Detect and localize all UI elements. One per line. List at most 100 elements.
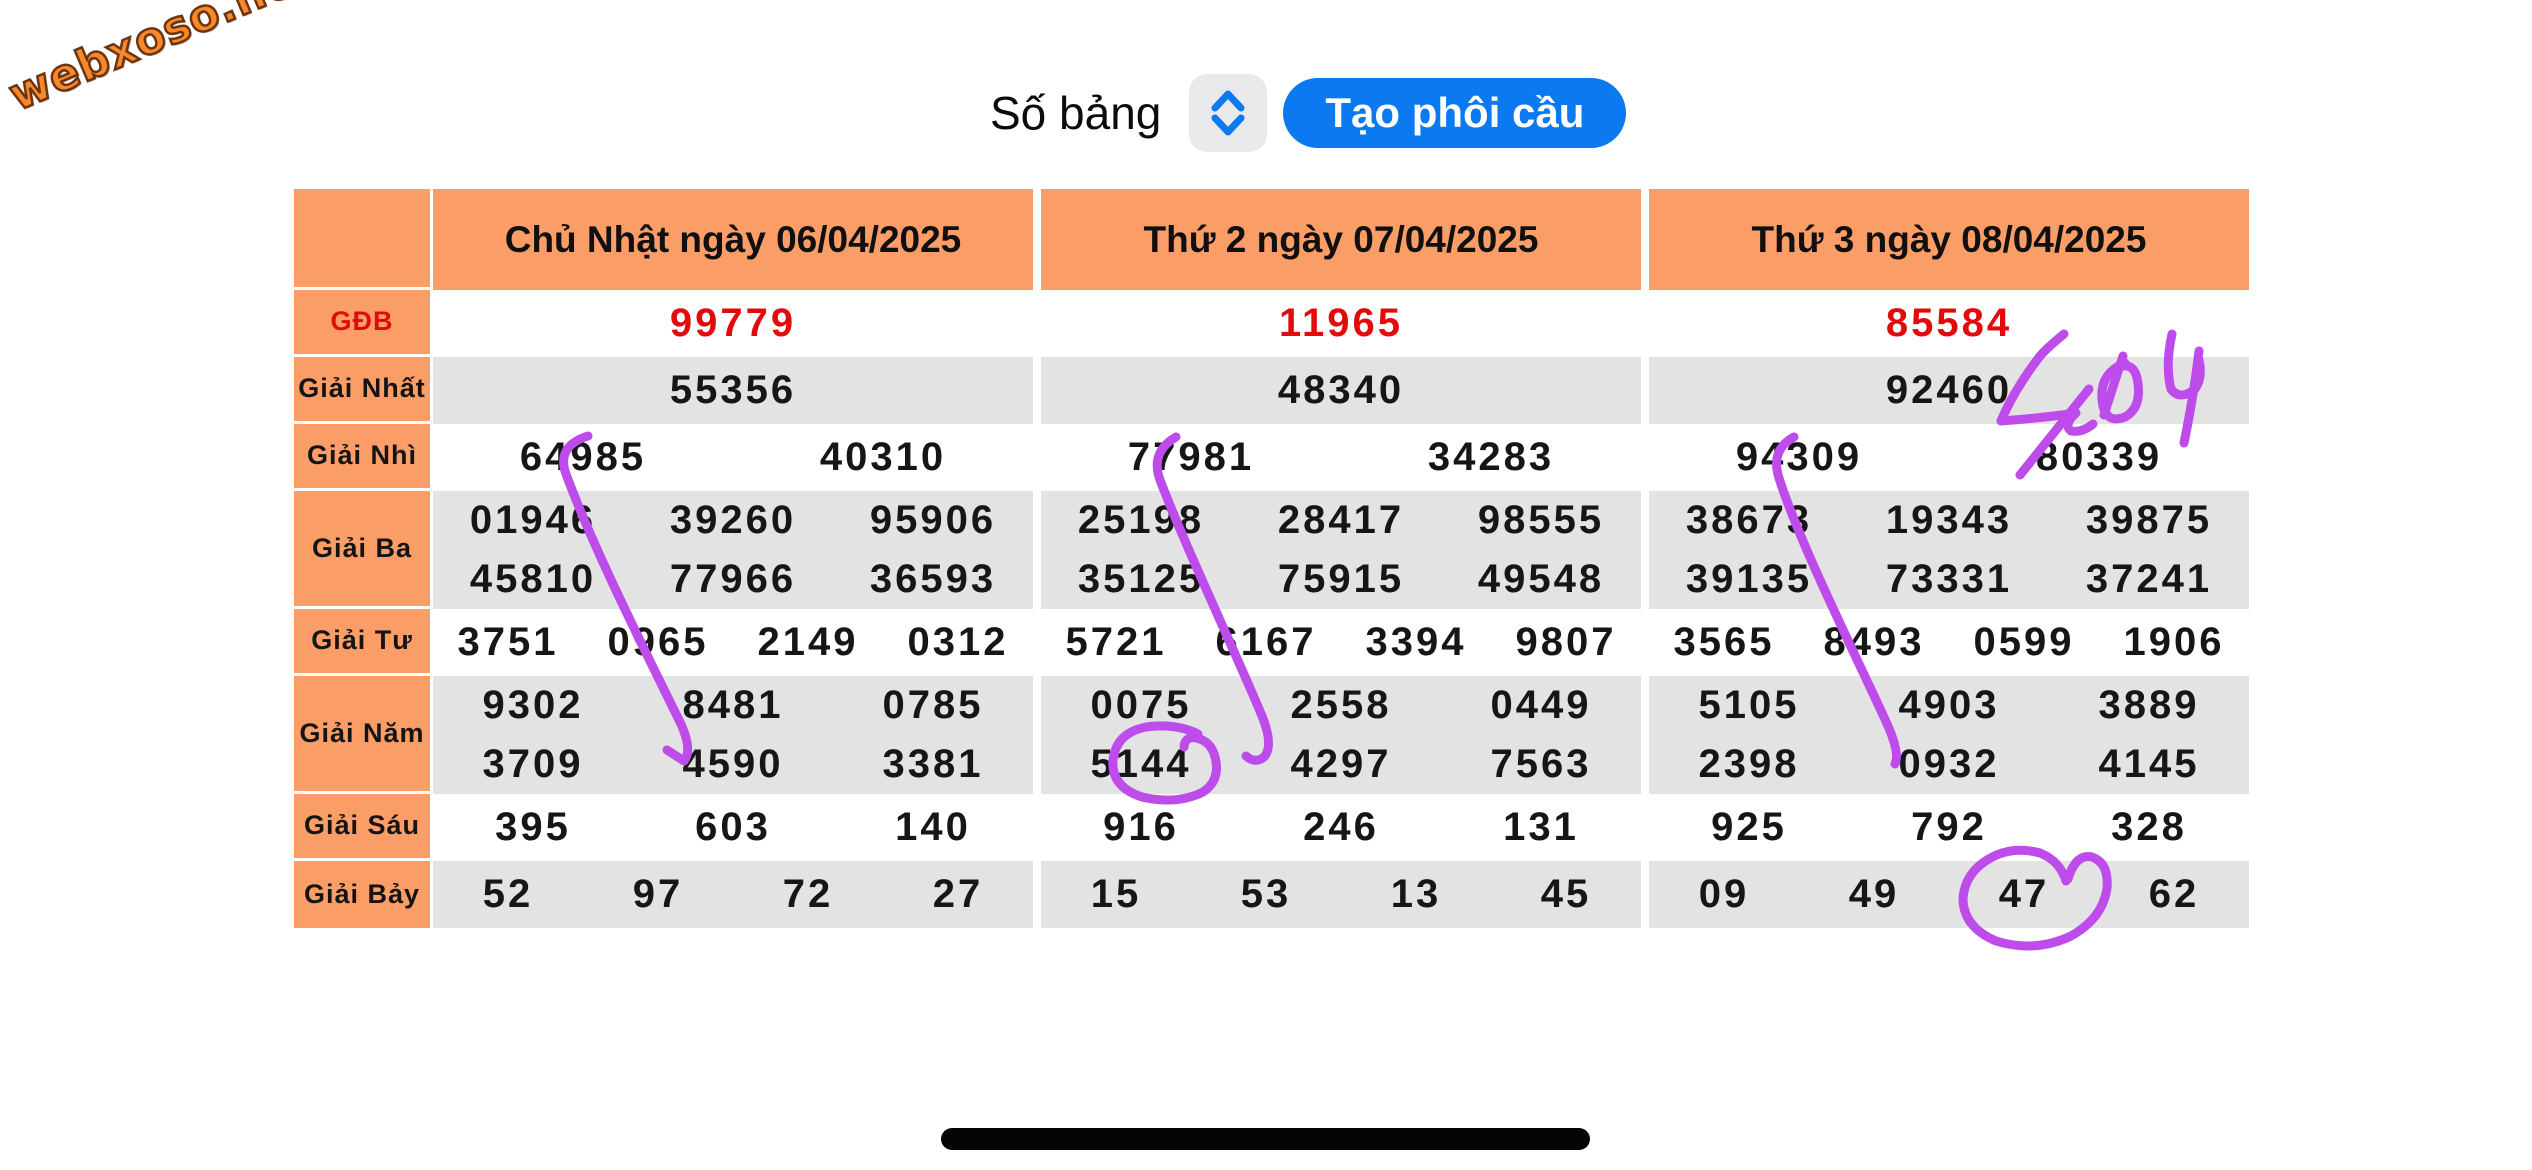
row-nhat: 55356 <box>433 357 1033 424</box>
row-ba: 25198 28417 98555 35125 75915 49548 <box>1041 491 1641 609</box>
prize-value: 47 <box>1998 872 2050 916</box>
toolbar: Số bảng Tạo phôi cầu <box>990 74 1627 152</box>
day-column-1: Chủ Nhật ngày 06/04/2025 99779 55356 649… <box>433 189 1033 928</box>
row-sau: 395 603 140 <box>433 794 1033 861</box>
prize-value: 925 <box>1711 805 1787 849</box>
prize-value: 0965 <box>607 620 709 664</box>
prize-value: 37241 <box>2085 557 2213 601</box>
row-sau: 925 792 328 <box>1649 794 2249 861</box>
prize-value: 97 <box>632 872 684 916</box>
prize-value: 40310 <box>819 435 947 479</box>
prize-value: 13 <box>1390 872 1442 916</box>
row-nhat: 92460 <box>1649 357 2249 424</box>
prize-value: 25198 <box>1077 498 1205 542</box>
prize-value: 328 <box>2111 805 2187 849</box>
prize-value: 0449 <box>1490 683 1592 727</box>
prize-value: 49 <box>1848 872 1900 916</box>
prize-value: 916 <box>1103 805 1179 849</box>
prize-value: 45 <box>1540 872 1592 916</box>
prize-value: 9302 <box>482 683 584 727</box>
row-label-nhat: Giải Nhất <box>294 357 430 424</box>
row-label-sau: Giải Sáu <box>294 794 430 861</box>
prize-value: 0785 <box>882 683 984 727</box>
prize-value: 5105 <box>1698 683 1800 727</box>
row-tu: 3565 8493 0599 1906 <box>1649 609 2249 676</box>
prize-value: 36593 <box>869 557 997 601</box>
prize-value: 131 <box>1503 805 1579 849</box>
row-nam: 5105 4903 3889 2398 0932 4145 <box>1649 676 2249 794</box>
prize-value: 2149 <box>757 620 859 664</box>
prize-value: 603 <box>695 805 771 849</box>
row-label-ba: Giải Ba <box>294 491 430 609</box>
prize-value: 01946 <box>469 498 597 542</box>
day-column-3: Thứ 3 ngày 08/04/2025 85584 92460 94309 … <box>1649 189 2249 928</box>
prize-value: 73331 <box>1885 557 2013 601</box>
row-tu: 5721 6167 3394 9807 <box>1041 609 1641 676</box>
prize-value: 39260 <box>669 498 797 542</box>
board-count-label: Số bảng <box>990 87 1162 139</box>
prize-value: 95906 <box>869 498 997 542</box>
up-down-chevrons-icon <box>1211 90 1245 136</box>
prize-value: 0312 <box>907 620 1009 664</box>
prize-value: 28417 <box>1277 498 1405 542</box>
row-gdb: 99779 <box>433 290 1033 357</box>
prize-value: 3709 <box>482 742 584 786</box>
day-header: Thứ 2 ngày 07/04/2025 <box>1041 189 1641 290</box>
lottery-results-board: GĐB Giải Nhất Giải Nhì Giải Ba Giải Tư G… <box>294 189 2249 928</box>
day-header: Thứ 3 ngày 08/04/2025 <box>1649 189 2249 290</box>
prize-value: 72 <box>782 872 834 916</box>
prize-value: 62 <box>2148 872 2200 916</box>
prize-value: 9807 <box>1515 620 1617 664</box>
prize-value: 48340 <box>1277 368 1405 412</box>
prize-value: 3381 <box>882 742 984 786</box>
prize-value: 80339 <box>2035 435 2163 479</box>
prize-value: 1906 <box>2123 620 2225 664</box>
row-bay: 52 97 72 27 <box>433 861 1033 928</box>
prize-value: 4145 <box>2098 742 2200 786</box>
day-column-2: Thứ 2 ngày 07/04/2025 11965 48340 77981 … <box>1041 189 1641 928</box>
prize-value: 77981 <box>1127 435 1255 479</box>
row-gdb: 85584 <box>1649 290 2249 357</box>
prize-value: 09 <box>1698 872 1750 916</box>
row-bay: 09 49 47 62 <box>1649 861 2249 928</box>
prize-value: 35125 <box>1077 557 1205 601</box>
row-nhi: 77981 34283 <box>1041 424 1641 491</box>
prize-value: 3394 <box>1365 620 1467 664</box>
prize-value: 5721 <box>1065 620 1167 664</box>
prize-value: 53 <box>1240 872 1292 916</box>
prize-value: 64985 <box>519 435 647 479</box>
home-indicator[interactable] <box>941 1128 1590 1150</box>
prize-value: 34283 <box>1427 435 1555 479</box>
day-header: Chủ Nhật ngày 06/04/2025 <box>433 189 1033 290</box>
row-nam: 0075 2558 0449 5144 4297 7563 <box>1041 676 1641 794</box>
prize-value: 140 <box>895 805 971 849</box>
prize-value: 246 <box>1303 805 1379 849</box>
board-count-stepper[interactable] <box>1189 74 1268 152</box>
row-bay: 15 53 13 45 <box>1041 861 1641 928</box>
prize-value: 49548 <box>1477 557 1605 601</box>
prize-value: 94309 <box>1735 435 1863 479</box>
prize-value: 19343 <box>1885 498 2013 542</box>
prize-value: 3889 <box>2098 683 2200 727</box>
prize-value: 75915 <box>1277 557 1405 601</box>
prize-value: 4590 <box>682 742 784 786</box>
prize-value: 92460 <box>1885 368 2013 412</box>
prize-value: 27 <box>932 872 984 916</box>
row-ba: 38673 19343 39875 39135 73331 37241 <box>1649 491 2249 609</box>
create-phoi-cau-button[interactable]: Tạo phôi cầu <box>1283 78 1627 148</box>
site-watermark: webxoso.net <box>1 0 324 122</box>
prize-value: 39135 <box>1685 557 1813 601</box>
prize-value: 52 <box>482 872 534 916</box>
prize-value: 45810 <box>469 557 597 601</box>
row-label-nhi: Giải Nhì <box>294 424 430 491</box>
row-nam: 9302 8481 0785 3709 4590 3381 <box>433 676 1033 794</box>
row-label-nam: Giải Năm <box>294 676 430 794</box>
prize-value: 6167 <box>1215 620 1317 664</box>
row-label-bay: Giải Bảy <box>294 861 430 928</box>
row-nhi: 64985 40310 <box>433 424 1033 491</box>
row-tu: 3751 0965 2149 0312 <box>433 609 1033 676</box>
prize-value: 4297 <box>1290 742 1392 786</box>
row-label-gdb: GĐB <box>294 290 430 357</box>
prize-value: 39875 <box>2085 498 2213 542</box>
prize-value: 99779 <box>669 301 797 345</box>
